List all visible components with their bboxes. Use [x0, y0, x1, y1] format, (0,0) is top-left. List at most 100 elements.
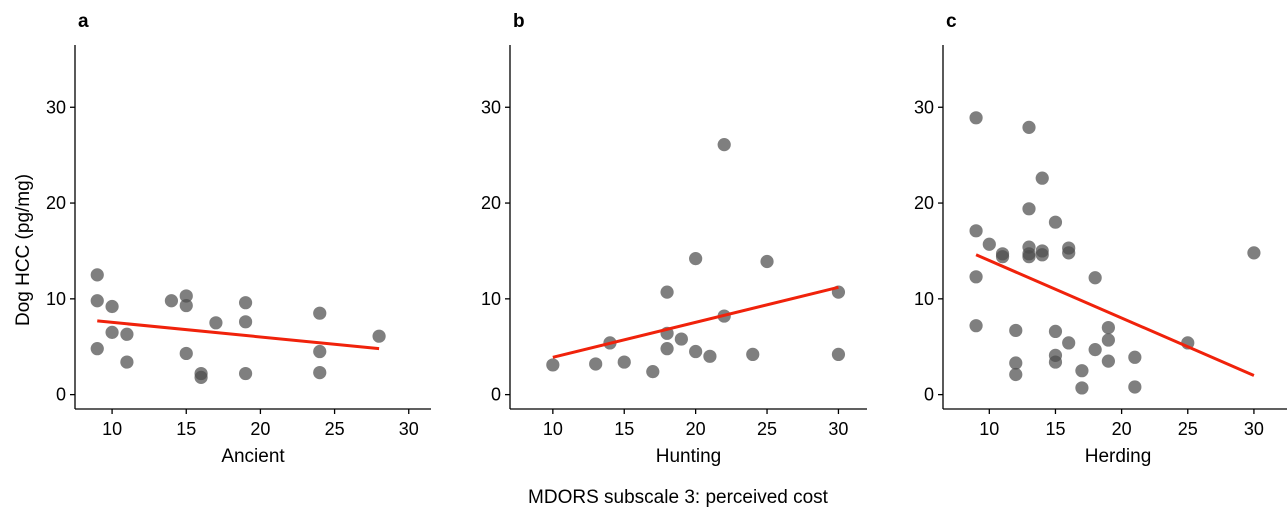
x-tick-label: 20 [250, 419, 270, 439]
panel-letter: b [513, 11, 525, 32]
y-tick-label: 10 [46, 289, 66, 309]
data-point [1048, 355, 1063, 369]
data-point [313, 306, 327, 320]
data-point [1128, 380, 1142, 394]
panel-letter: c [946, 11, 957, 32]
data-point [589, 357, 603, 371]
data-point [120, 355, 134, 369]
x-tick-label: 25 [757, 419, 777, 439]
regression-line [552, 285, 839, 359]
data-point [372, 329, 386, 343]
data-point [969, 224, 983, 238]
data-point [194, 370, 208, 384]
data-point [1062, 246, 1076, 260]
data-point [660, 285, 674, 299]
data-point [617, 355, 631, 369]
x-axis-title: Hunting [656, 446, 722, 467]
figure-x-caption: MDORS subscale 3: perceived cost [528, 487, 829, 508]
data-point [1062, 336, 1076, 350]
x-tick-label: 30 [399, 419, 419, 439]
data-point [1022, 120, 1036, 134]
data-point [1101, 354, 1115, 368]
data-point [969, 319, 983, 333]
data-point [689, 344, 703, 359]
y-tick-label: 20 [481, 193, 501, 213]
data-point [1075, 381, 1089, 395]
data-point [238, 315, 253, 329]
data-point [90, 294, 104, 308]
data-point [982, 237, 996, 251]
y-tick-label: 10 [914, 289, 934, 309]
x-tick-label: 15 [1045, 419, 1065, 439]
data-point [1101, 320, 1115, 335]
data-point [546, 358, 560, 372]
x-tick-label: 10 [102, 419, 122, 439]
data-point [179, 289, 193, 303]
panel-c: c 0 10 20 30 10 15 20 25 30 Herding [914, 11, 1287, 467]
y-tick-label: 0 [924, 385, 934, 405]
data-point [1128, 350, 1142, 364]
data-point [1035, 248, 1049, 262]
data-point [313, 366, 327, 380]
data-point [1022, 250, 1036, 264]
data-point [689, 252, 703, 266]
y-tick-label: 20 [46, 193, 66, 213]
y-axis-title: Dog HCC (pg/mg) [13, 174, 34, 326]
data-point [746, 347, 760, 361]
data-point [995, 250, 1010, 264]
data-point [105, 325, 119, 339]
panels: a 0 10 20 30 10 15 20 25 30 Ancient b 0 10 20 30 10 15 20 2… [46, 11, 1287, 467]
x-tick-label: 30 [1244, 419, 1264, 439]
data-point [1035, 171, 1049, 185]
data-point [238, 366, 253, 381]
y-tick-label: 0 [491, 385, 501, 405]
panel-b: b 0 10 20 30 10 15 20 25 30 Hunting [481, 11, 867, 467]
regression-line [975, 253, 1255, 377]
y-tick-label: 30 [46, 97, 66, 117]
x-tick-label: 15 [614, 419, 634, 439]
data-point [717, 138, 731, 152]
data-point [1075, 364, 1089, 378]
data-point [1048, 324, 1063, 339]
x-tick-label: 20 [686, 419, 706, 439]
data-point [703, 349, 717, 363]
data-point [179, 346, 193, 361]
x-axis-title: Herding [1085, 446, 1152, 467]
data-point [179, 298, 193, 313]
data-point [90, 342, 104, 356]
data-point [831, 347, 846, 361]
data-point [1022, 202, 1036, 216]
data-point [164, 294, 179, 308]
data-point [1088, 271, 1102, 285]
data-point [120, 327, 134, 341]
data-point [238, 296, 253, 310]
y-tick-label: 30 [914, 97, 934, 117]
data-point [1101, 333, 1115, 347]
y-tick-label: 30 [481, 97, 501, 117]
data-point [313, 344, 327, 359]
x-tick-label: 10 [543, 419, 563, 439]
data-point [1247, 246, 1261, 260]
data-point [90, 268, 104, 282]
data-point [1009, 356, 1023, 370]
data-point [760, 254, 774, 269]
data-point [674, 332, 688, 346]
data-point [660, 342, 674, 356]
x-tick-label: 25 [325, 419, 345, 439]
data-point [105, 299, 119, 314]
y-tick-label: 20 [914, 193, 934, 213]
panel-a: a 0 10 20 30 10 15 20 25 30 Ancient [46, 11, 431, 467]
data-point [209, 316, 223, 330]
data-point [646, 365, 660, 379]
data-point [969, 111, 983, 125]
data-point [1009, 323, 1023, 338]
data-point [1048, 215, 1063, 229]
y-tick-label: 0 [56, 385, 66, 405]
x-tick-label: 30 [828, 419, 848, 439]
data-point [1088, 343, 1102, 357]
x-tick-label: 10 [979, 419, 999, 439]
x-tick-label: 25 [1178, 419, 1198, 439]
data-point [969, 270, 983, 284]
panel-letter: a [78, 11, 89, 32]
